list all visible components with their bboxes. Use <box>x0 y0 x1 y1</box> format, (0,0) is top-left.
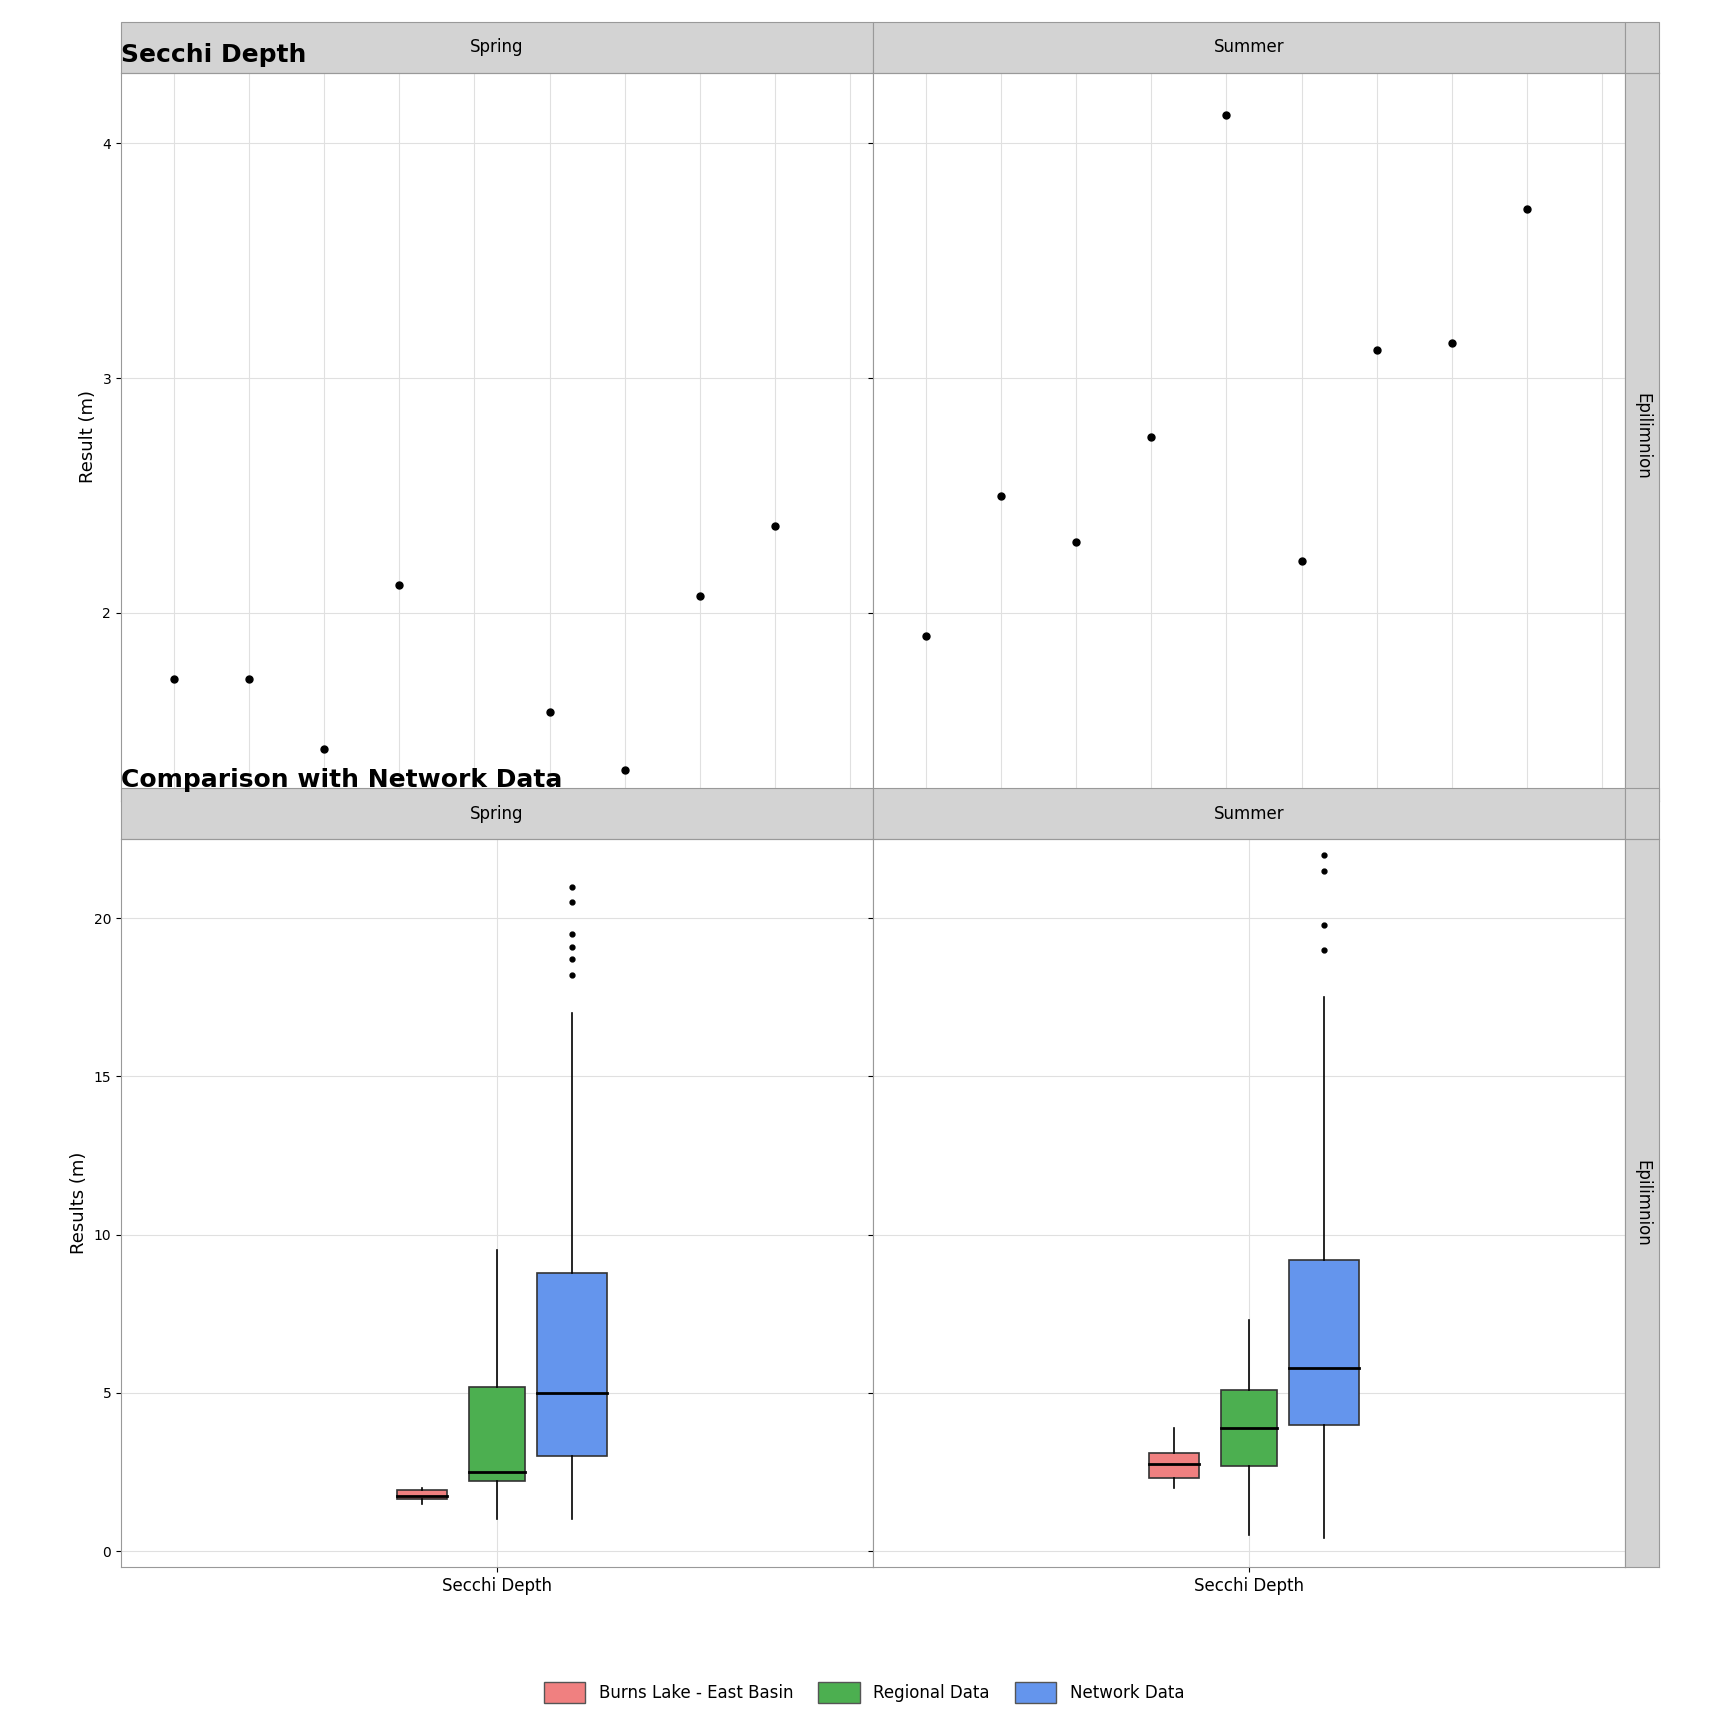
Point <box>1514 195 1541 223</box>
Bar <box>470 1386 525 1481</box>
Point <box>235 665 263 693</box>
Point <box>1063 529 1090 556</box>
Point <box>159 665 187 693</box>
Y-axis label: Results (m): Results (m) <box>71 1153 88 1255</box>
Point <box>1287 548 1315 575</box>
Bar <box>873 788 1624 840</box>
Point <box>385 570 413 598</box>
Text: Spring: Spring <box>470 805 524 823</box>
Y-axis label: Result (m): Result (m) <box>79 391 97 484</box>
Bar <box>1624 22 1659 73</box>
Bar <box>537 1272 607 1457</box>
Legend: Burns Lake - East Basin, Regional Data, Network Data: Burns Lake - East Basin, Regional Data, … <box>536 1674 1192 1711</box>
Bar <box>1624 788 1659 840</box>
Bar <box>1222 1389 1277 1465</box>
Point <box>1213 102 1241 130</box>
Bar <box>121 22 873 73</box>
Point <box>762 511 790 539</box>
Bar <box>121 788 873 840</box>
Bar <box>1289 1260 1360 1424</box>
Point <box>1363 337 1391 365</box>
Point <box>912 622 940 650</box>
Point <box>536 698 563 726</box>
Text: Comparison with Network Data: Comparison with Network Data <box>121 769 562 791</box>
Bar <box>397 1490 448 1498</box>
Text: Epilimnion: Epilimnion <box>1633 1159 1650 1246</box>
Point <box>612 757 639 785</box>
Text: Secchi Depth: Secchi Depth <box>121 43 306 67</box>
Text: Spring: Spring <box>470 38 524 57</box>
Bar <box>873 22 1624 73</box>
Text: Summer: Summer <box>1213 805 1284 823</box>
Point <box>311 736 339 764</box>
Text: Summer: Summer <box>1213 38 1284 57</box>
Point <box>1438 328 1465 356</box>
Bar <box>1149 1453 1199 1479</box>
Point <box>987 482 1014 510</box>
Text: Epilimnion: Epilimnion <box>1633 394 1650 480</box>
Point <box>686 582 714 610</box>
Point <box>1137 423 1165 451</box>
